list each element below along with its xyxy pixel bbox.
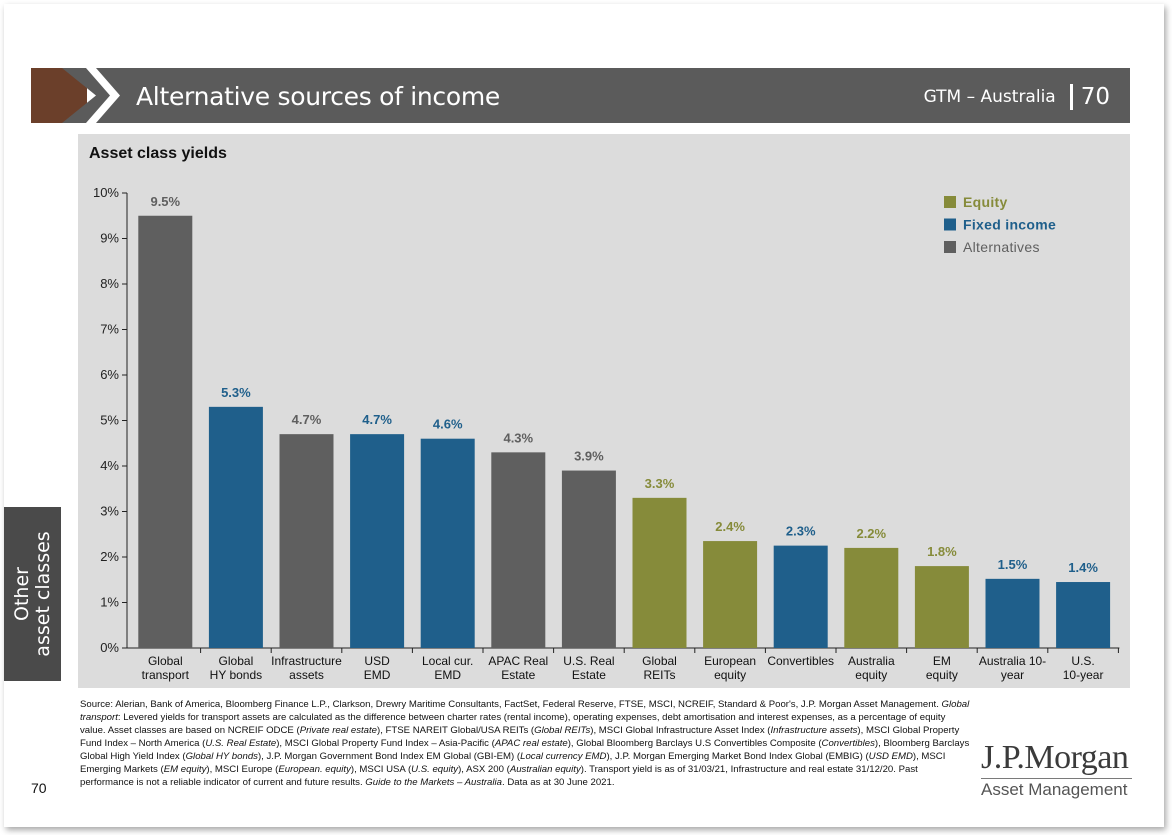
- x-tick-label: equity: [926, 668, 958, 682]
- y-tick-label: 2%: [100, 549, 119, 564]
- x-tick-label: REITs: [643, 668, 675, 682]
- y-tick-label: 7%: [100, 322, 119, 337]
- bar: [491, 452, 546, 648]
- data-label: 2.3%: [786, 524, 816, 539]
- legend-swatch: [944, 241, 956, 253]
- page-number: 70: [31, 780, 47, 796]
- x-tick-label: Convertibles: [767, 654, 834, 668]
- x-tick-label: EMD: [434, 668, 461, 682]
- x-tick-label: assets: [289, 668, 324, 682]
- y-tick-label: 1%: [100, 595, 119, 610]
- bar: [914, 566, 969, 648]
- x-tick-label: Estate: [501, 668, 535, 682]
- x-tick-label: Estate: [572, 668, 606, 682]
- section-tab-line1: Other: [11, 567, 33, 621]
- data-label: 4.7%: [362, 412, 392, 427]
- header-divider: [1069, 84, 1073, 110]
- y-tick-label: 9%: [100, 231, 119, 246]
- bar: [208, 406, 263, 648]
- legend-label: Fixed income: [963, 217, 1056, 233]
- legend-label: Equity: [963, 194, 1008, 210]
- data-label: 5.3%: [221, 385, 251, 400]
- data-label: 3.3%: [645, 476, 675, 491]
- y-tick-label: 8%: [100, 276, 119, 291]
- logo-subtitle: Asset Management: [981, 780, 1128, 799]
- data-label: 1.5%: [998, 557, 1028, 572]
- section-tab-label: Other asset classes: [11, 531, 54, 657]
- x-tick-label: Global: [219, 654, 254, 668]
- data-label: 9.5%: [150, 194, 180, 209]
- bar: [632, 497, 687, 648]
- x-tick-label: USD: [364, 654, 390, 668]
- data-label: 1.4%: [1068, 560, 1098, 575]
- logo-divider: [981, 778, 1132, 779]
- bar: [561, 470, 616, 648]
- x-tick-label: Infrastructure: [271, 654, 342, 668]
- bar: [350, 434, 405, 648]
- x-tick-label: APAC Real: [488, 654, 548, 668]
- header-bar: [62, 68, 1130, 123]
- y-tick-label: 4%: [100, 458, 119, 473]
- data-label: 1.8%: [927, 544, 957, 559]
- header-right: GTM – Australia 70: [924, 84, 1110, 110]
- data-label: 3.9%: [574, 449, 604, 464]
- data-label: 4.7%: [292, 412, 322, 427]
- x-tick-label: equity: [714, 668, 746, 682]
- section-tab-line2: asset classes: [32, 531, 54, 657]
- bar: [138, 215, 193, 648]
- section-tab[interactable]: [4, 507, 61, 681]
- y-tick-label: 5%: [100, 413, 119, 428]
- bar: [703, 541, 758, 648]
- page-title: Alternative sources of income: [136, 82, 501, 111]
- x-tick-label: 10-year: [1063, 668, 1104, 682]
- data-label: 2.4%: [715, 519, 745, 534]
- y-tick-label: 6%: [100, 367, 119, 382]
- x-tick-label: Global: [642, 654, 677, 668]
- data-label: 4.6%: [433, 417, 463, 432]
- x-tick-label: transport: [142, 668, 190, 682]
- bar: [844, 547, 899, 648]
- y-tick-label: 3%: [100, 504, 119, 519]
- data-label: 4.3%: [503, 430, 533, 445]
- x-tick-label: HY bonds: [210, 668, 262, 682]
- source-footnote: Source: Alerian, Bank of America, Bloomb…: [80, 699, 970, 788]
- x-tick-label: Australia: [848, 654, 895, 668]
- x-tick-label: EM: [933, 654, 951, 668]
- x-tick-label: U.S. Real: [563, 654, 614, 668]
- x-tick-label: European: [704, 654, 756, 668]
- bar: [420, 438, 475, 648]
- bar: [773, 545, 828, 648]
- x-tick-label: equity: [855, 668, 887, 682]
- x-tick-label: year: [1001, 668, 1024, 682]
- x-tick-label: Australia 10-: [979, 654, 1046, 668]
- x-tick-label: Local cur.: [422, 654, 473, 668]
- x-tick-label: U.S.: [1071, 654, 1094, 668]
- y-tick-label: 10%: [93, 185, 119, 200]
- header-page-number: 70: [1080, 84, 1110, 110]
- region-label: GTM – Australia: [923, 87, 1056, 107]
- legend-swatch: [944, 196, 956, 208]
- x-tick-label: EMD: [364, 668, 391, 682]
- chart-title: Asset class yields: [89, 145, 227, 162]
- x-tick-label: Global: [148, 654, 183, 668]
- data-label: 2.2%: [856, 526, 886, 541]
- legend-swatch: [944, 218, 956, 231]
- bar: [1056, 582, 1111, 648]
- bar-chart: 0%1%2%3%4%5%6%7%8%9%10%9.5%Globaltranspo…: [93, 185, 1120, 682]
- bar: [985, 578, 1040, 648]
- bar: [279, 434, 334, 648]
- jpmorgan-logo: J.P.Morgan: [981, 739, 1129, 776]
- legend-label: Alternatives: [963, 239, 1040, 255]
- y-tick-label: 0%: [100, 640, 119, 655]
